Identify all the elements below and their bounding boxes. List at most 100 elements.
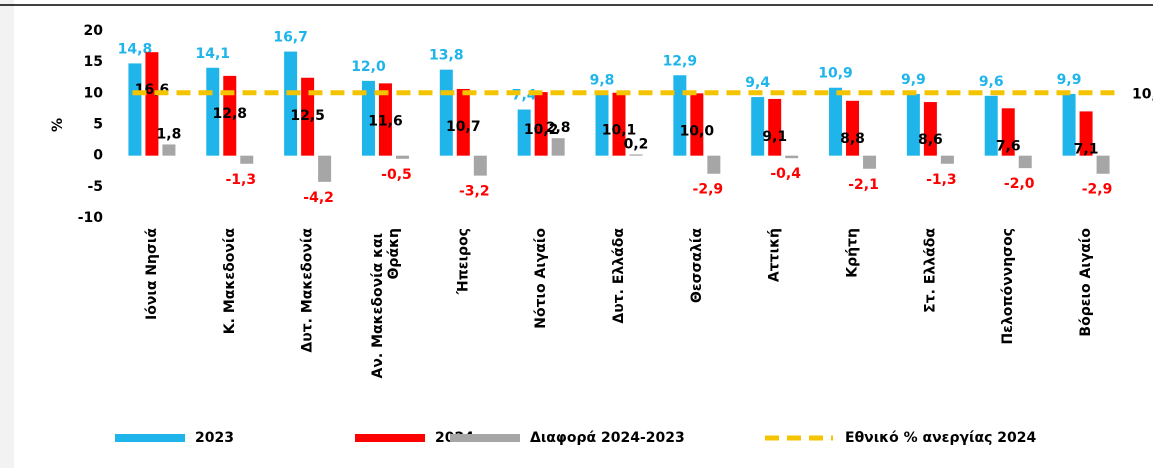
value-label: 9,8 <box>590 73 615 89</box>
value-label: -1,3 <box>225 172 256 188</box>
value-label: 14,8 <box>118 41 153 57</box>
value-label: 8,8 <box>840 131 865 147</box>
bar <box>395 155 409 159</box>
value-label: 11,6 <box>368 113 403 129</box>
national-label: 10,1 <box>1132 87 1153 103</box>
bar <box>1062 93 1076 156</box>
x-tick-label: Ήπειρος <box>455 228 471 295</box>
value-label: 0,2 <box>624 136 649 152</box>
y-axis-label: % <box>50 118 66 132</box>
value-label: -0,4 <box>770 166 801 182</box>
value-label: 7,4 <box>512 88 537 104</box>
bar <box>923 102 937 156</box>
bar <box>439 69 453 156</box>
y-tick-label: -5 <box>87 179 103 195</box>
bar <box>863 155 877 169</box>
bar <box>301 77 315 156</box>
value-label: 9,6 <box>979 74 1004 90</box>
bar <box>707 155 721 174</box>
legend-swatch <box>115 434 185 442</box>
bar <box>906 93 920 156</box>
bar <box>612 92 626 156</box>
bar <box>534 92 548 156</box>
value-label: 1,8 <box>157 126 182 142</box>
x-tick-label: Δυτ. Ελλάδα <box>611 228 627 324</box>
value-label: -2,9 <box>1082 182 1113 198</box>
y-tick-label: 20 <box>84 23 104 39</box>
x-tick-label: Αττική <box>767 228 783 282</box>
value-label: 10,2 <box>524 122 559 138</box>
value-label: 12,0 <box>351 59 386 75</box>
x-tick-label: Κρήτη <box>845 228 861 278</box>
value-label: -1,3 <box>926 172 957 188</box>
bar <box>206 67 220 156</box>
bar <box>595 94 609 156</box>
bar <box>1096 155 1110 174</box>
bar <box>361 80 375 156</box>
y-tick-label: 5 <box>93 117 103 133</box>
value-label: 10,9 <box>818 66 853 82</box>
x-tick-label: Κ. Μακεδονία <box>222 228 238 335</box>
value-label: -0,5 <box>381 167 412 183</box>
bar <box>846 100 860 156</box>
x-tick-label: Αν. Μακεδονία και Θράκη <box>370 228 402 378</box>
bar <box>517 109 531 156</box>
x-tick-label: Στ. Ελλάδα <box>922 228 938 313</box>
value-label: 2,8 <box>546 120 571 136</box>
x-tick-label: Πελοπόννησος <box>1000 228 1016 345</box>
bar <box>984 95 998 156</box>
bar <box>551 138 565 156</box>
bar <box>284 51 298 156</box>
x-tick-label: Θεσσαλία <box>689 228 705 303</box>
x-tick-label: Δυτ. Μακεδονία <box>300 228 316 353</box>
x-tick-label: Νότιο Αιγαίο <box>533 228 549 329</box>
value-label: 10,7 <box>446 119 481 135</box>
x-tick-label: Ιόνια Νησιά <box>144 228 160 320</box>
y-tick-label: 15 <box>84 54 103 70</box>
bar <box>1079 111 1093 156</box>
value-label: -2,1 <box>848 177 879 193</box>
bar <box>223 75 237 156</box>
bar <box>940 155 954 164</box>
bar <box>1018 155 1032 169</box>
value-label: 14,1 <box>195 46 230 62</box>
y-tick-label: 10 <box>84 85 104 101</box>
value-label: 7,6 <box>996 138 1021 154</box>
value-label: 9,4 <box>745 75 770 91</box>
side-strip <box>0 0 14 468</box>
value-label: 16,6 <box>135 82 170 98</box>
legend-label: Διαφορά 2024-2023 <box>530 430 685 446</box>
legend-swatch <box>355 434 425 442</box>
bar <box>128 63 142 156</box>
value-label: 12,5 <box>290 108 325 124</box>
bar <box>318 155 332 182</box>
value-label: 12,8 <box>212 106 247 122</box>
bar <box>785 155 799 159</box>
value-label: 9,9 <box>901 72 926 88</box>
bar <box>473 155 487 176</box>
bar <box>456 88 470 156</box>
bar <box>629 154 643 156</box>
value-label: 8,6 <box>918 132 943 148</box>
value-label: -2,9 <box>693 182 724 198</box>
value-label: -2,0 <box>1004 176 1035 192</box>
bar <box>768 98 782 156</box>
x-tick-label: Βόρειο Αιγαίο <box>1078 228 1094 337</box>
value-label: 10,0 <box>680 123 715 139</box>
value-label: 10,1 <box>602 123 637 139</box>
bar <box>673 75 687 156</box>
bar <box>240 155 254 164</box>
y-tick-label: 0 <box>93 148 103 164</box>
value-label: -4,2 <box>303 190 334 206</box>
bar <box>690 93 704 156</box>
bar <box>1001 108 1015 156</box>
value-label: 7,1 <box>1074 141 1099 157</box>
value-label: 12,9 <box>663 53 698 69</box>
y-tick-label: -10 <box>78 210 104 226</box>
bar <box>145 52 159 156</box>
bar <box>829 87 843 156</box>
legend-swatch <box>450 434 520 442</box>
value-label: -3,2 <box>459 184 490 200</box>
bar <box>378 83 392 156</box>
